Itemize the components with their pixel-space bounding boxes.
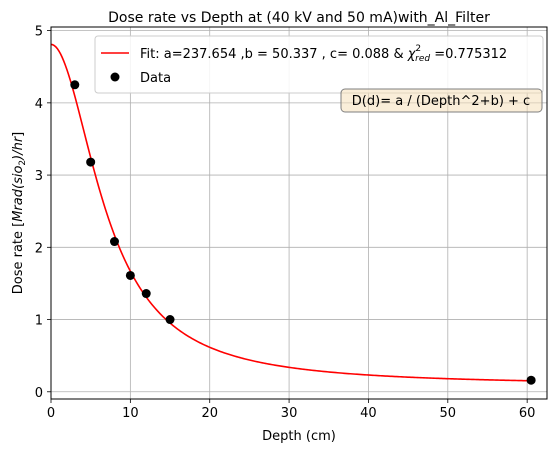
x-tick-label: 50	[440, 406, 457, 421]
legend-fit-chi-sup: 2	[415, 44, 421, 54]
x-tick-label: 0	[47, 406, 55, 421]
x-tick-label: 20	[201, 406, 218, 421]
legend-data-label: Data	[140, 71, 171, 86]
y-tick-label: 5	[35, 25, 43, 40]
y-tick-label: 4	[35, 97, 43, 112]
legend-fit-chi-sub: red	[415, 54, 430, 64]
y-axis-title-end: ]	[11, 132, 26, 137]
y-axis-title-unit: Mrad(sio	[11, 166, 26, 222]
legend-fit-label: Fit: a=237.654 ,b = 50.337 , c= 0.088 & …	[140, 44, 507, 64]
legend: Fit: a=237.654 ,b = 50.337 , c= 0.088 & …	[95, 36, 543, 93]
data-point	[110, 237, 119, 246]
data-point	[166, 315, 175, 324]
y-tick-label: 0	[35, 386, 43, 401]
formula-text: D(d)= a / (Depth^2+b) + c	[352, 94, 530, 109]
legend-fit-tail: =0.775312	[430, 47, 507, 62]
y-axis-title: Dose rate [Mrad(sio2)/hr]	[11, 132, 28, 295]
data-point	[86, 158, 95, 167]
legend-fit-main: Fit: a=237.654 ,b = 50.337 , c= 0.088 &	[140, 47, 408, 62]
y-axis-title-main: Dose rate [	[11, 222, 26, 294]
legend-data-marker	[111, 73, 120, 82]
formula-annotation: D(d)= a / (Depth^2+b) + c	[341, 89, 542, 112]
y-tick-label: 1	[35, 314, 43, 329]
x-tick-label: 60	[519, 406, 536, 421]
y-axis-title-unit-2: )/hr	[11, 135, 26, 161]
x-axis-title: Depth (cm)	[262, 429, 336, 444]
data-point	[527, 376, 536, 385]
x-tick-label: 40	[360, 406, 377, 421]
x-tick-label: 30	[281, 406, 298, 421]
y-tick-label: 2	[35, 241, 43, 256]
data-point	[142, 289, 151, 298]
data-point	[126, 271, 135, 280]
x-tick-label: 10	[122, 406, 139, 421]
y-tick-label: 3	[35, 169, 43, 184]
chart-title: Dose rate vs Depth at (40 kV and 50 mA)w…	[108, 10, 490, 26]
data-point	[70, 80, 79, 89]
